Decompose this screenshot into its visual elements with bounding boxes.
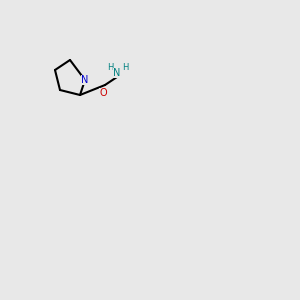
Text: N: N [113,68,121,78]
Text: H: H [107,62,113,71]
Text: H: H [122,62,128,71]
Text: O: O [99,88,107,98]
Text: N: N [81,75,89,85]
